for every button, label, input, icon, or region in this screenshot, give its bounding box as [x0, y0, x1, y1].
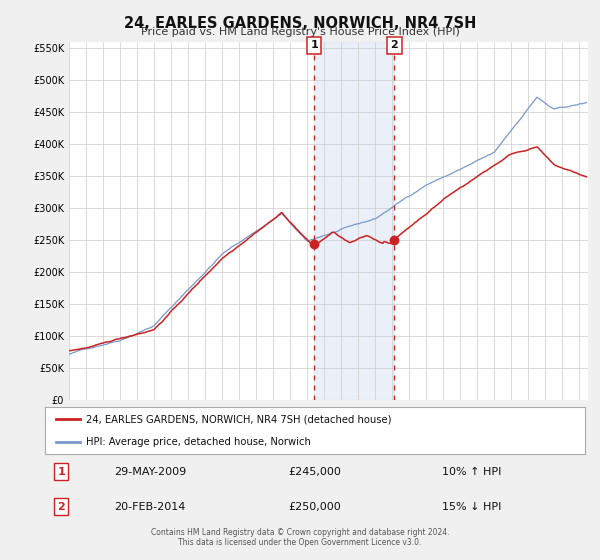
Text: 1: 1: [310, 40, 318, 50]
Text: This data is licensed under the Open Government Licence v3.0.: This data is licensed under the Open Gov…: [178, 538, 422, 547]
Text: 1: 1: [58, 467, 65, 477]
Text: 29-MAY-2009: 29-MAY-2009: [114, 467, 187, 477]
Text: Price paid vs. HM Land Registry's House Price Index (HPI): Price paid vs. HM Land Registry's House …: [140, 27, 460, 37]
Text: 10% ↑ HPI: 10% ↑ HPI: [442, 467, 501, 477]
Text: 2: 2: [58, 502, 65, 512]
Text: 24, EARLES GARDENS, NORWICH, NR4 7SH: 24, EARLES GARDENS, NORWICH, NR4 7SH: [124, 16, 476, 31]
Text: 2: 2: [391, 40, 398, 50]
Text: £245,000: £245,000: [289, 467, 341, 477]
Text: HPI: Average price, detached house, Norwich: HPI: Average price, detached house, Norw…: [86, 436, 310, 446]
Text: 15% ↓ HPI: 15% ↓ HPI: [442, 502, 501, 512]
Bar: [314, 42, 394, 400]
Text: Contains HM Land Registry data © Crown copyright and database right 2024.: Contains HM Land Registry data © Crown c…: [151, 528, 449, 536]
Text: 20-FEB-2014: 20-FEB-2014: [115, 502, 186, 512]
Text: 24, EARLES GARDENS, NORWICH, NR4 7SH (detached house): 24, EARLES GARDENS, NORWICH, NR4 7SH (de…: [86, 414, 391, 424]
Text: £250,000: £250,000: [289, 502, 341, 512]
